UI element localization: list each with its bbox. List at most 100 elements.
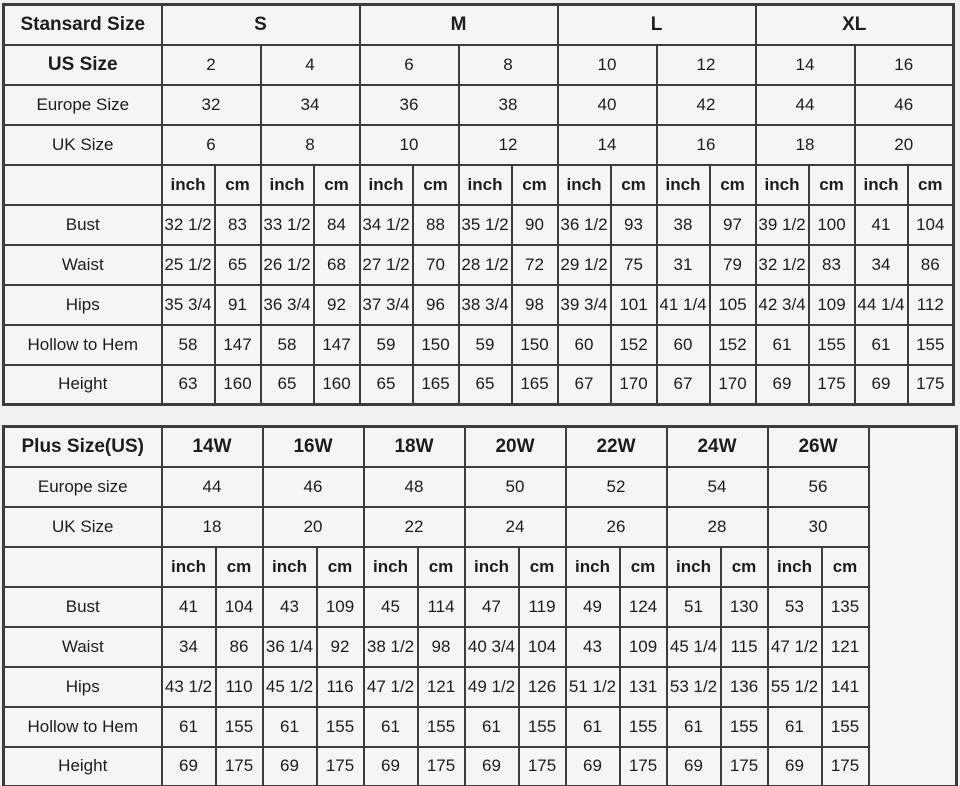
size-group-l: L (556, 3, 757, 46)
standard_table-unit-cm-3: cm (510, 163, 559, 206)
standard_table-row-sizes: Stansard Size S M L XL (2, 3, 955, 46)
standard_table-height-cm-4: 170 (609, 363, 658, 406)
plus_table-waist-cm-3: 104 (517, 625, 567, 668)
standard_table-us-size-value-6: 14 (754, 43, 856, 86)
plus_table-unit-inch-4: inch (564, 545, 621, 588)
plus_table-hips-cm-4: 131 (618, 665, 668, 708)
standard_table-unit-inch-0: inch (160, 163, 216, 206)
standard_table-uk-size-value-0: 6 (160, 123, 262, 166)
plus_table-uk-size-value-1: 20 (261, 505, 365, 548)
standard_table-waist-inch-1: 26 1/2 (259, 243, 315, 286)
standard_table-uk-size-value-4: 14 (556, 123, 658, 166)
standard_table-hips-inch-0: 35 3/4 (160, 283, 216, 326)
plus_table-hollow-to-hem-inch-6: 61 (766, 705, 823, 748)
plus_table-hips-inch-6: 55 1/2 (766, 665, 823, 708)
standard_table-waist-inch-0: 25 1/2 (160, 243, 216, 286)
standard_table-europe-size-value-5: 42 (655, 83, 757, 126)
standard_table-uk-size-value-1: 8 (259, 123, 361, 166)
plus_table-waist-inch-2: 38 1/2 (362, 625, 419, 668)
standard_table-height-inch-6: 69 (754, 363, 810, 406)
plus_table-europe-size-value-0: 44 (160, 465, 264, 508)
plus_table-waist-cm-0: 86 (214, 625, 264, 668)
standard_table-bust-inch-2: 34 1/2 (358, 203, 414, 246)
standard_table-unit-cm-5: cm (708, 163, 757, 206)
plus_table-bust-inch-6: 53 (766, 585, 823, 628)
plus_table-unit-inch-3: inch (463, 545, 520, 588)
plus_table-europe-size-value-5: 54 (665, 465, 769, 508)
plus_table-europe-size-value-1: 46 (261, 465, 365, 508)
plus_table-hips-inch-5: 53 1/2 (665, 665, 722, 708)
standard_table-hips-inch-5: 41 1/4 (655, 283, 711, 326)
plus_table-bust-label: Bust (2, 585, 163, 628)
standard_table-corner-label: Stansard Size (2, 3, 163, 46)
plus_table-height-inch-2: 69 (362, 745, 419, 786)
standard_table-hollow-to-hem-inch-2: 59 (358, 323, 414, 366)
plus_table-bust-inch-5: 51 (665, 585, 722, 628)
plus_table-hollow-to-hem-cm-2: 155 (416, 705, 466, 748)
standard_table-waist-cm-1: 68 (312, 243, 361, 286)
standard_table-bust-cm-6: 100 (807, 203, 856, 246)
plus_table-height-cm-6: 175 (820, 745, 870, 786)
plus_table-hips-cm-0: 110 (214, 665, 264, 708)
plus_table-waist-inch-6: 47 1/2 (766, 625, 823, 668)
plus_table-hollow-to-hem-inch-2: 61 (362, 705, 419, 748)
plus-size-14w: 14W (160, 425, 264, 468)
plus_table-bust-cm-0: 104 (214, 585, 264, 628)
plus_table-unit-cm-3: cm (517, 545, 567, 588)
standard_table-hollow-to-hem-inch-7: 61 (853, 323, 909, 366)
standard_table-row-hips: Hips 35 3/4 91 36 3/4 92 37 3/4 96 38 3/4 98 39 3… (2, 283, 955, 326)
standard_table-height-inch-5: 67 (655, 363, 711, 406)
plus_table-height-inch-4: 69 (564, 745, 621, 786)
plus_table-waist-cm-2: 98 (416, 625, 466, 668)
plus_table-height-inch-0: 69 (160, 745, 217, 786)
plus-size-22w: 22W (564, 425, 668, 468)
standard_table-unit-cm-4: cm (609, 163, 658, 206)
plus_table-uk-size-label: UK Size (2, 505, 163, 548)
standard_table-hips-cm-3: 98 (510, 283, 559, 326)
plus_table-hollow-to-hem-inch-5: 61 (665, 705, 722, 748)
standard_table-bust-inch-3: 35 1/2 (457, 203, 513, 246)
standard_table-europe-size-value-3: 38 (457, 83, 559, 126)
plus_table-waist-cm-5: 115 (719, 625, 769, 668)
standard_table-hollow-to-hem-cm-1: 147 (312, 323, 361, 366)
plus_table-bust-cm-1: 109 (315, 585, 365, 628)
standard_table-waist-inch-3: 28 1/2 (457, 243, 513, 286)
plus_table-bust-inch-3: 47 (463, 585, 520, 628)
standard_table-hollow-to-hem-inch-6: 61 (754, 323, 810, 366)
standard_table-uk-size-value-3: 12 (457, 123, 559, 166)
standard_table-bust-cm-7: 104 (906, 203, 955, 246)
plus_table-hips-cm-1: 116 (315, 665, 365, 708)
plus_table-row-hips: Hips 43 1/2 110 45 1/2 116 47 1/2 121 49 1/2 126… (2, 665, 957, 708)
standard_table-bust-cm-5: 97 (708, 203, 757, 246)
plus_table-row-units: inch cm inch cm inch cm inch cm inch cm inch cm inch… (2, 545, 957, 588)
standard_table-row-europe-size: Europe Size 32 34 36 38 40 42 44 46 (2, 83, 955, 126)
plus_table-bust-cm-4: 124 (618, 585, 668, 628)
standard_table-hips-cm-1: 92 (312, 283, 361, 326)
plus_table-unit-cm-0: cm (214, 545, 264, 588)
standard_table-bust-inch-6: 39 1/2 (754, 203, 810, 246)
standard_table-waist-cm-3: 72 (510, 243, 559, 286)
standard_table-row-units: inch cm inch cm inch cm inch cm inch cm inch cm inch… (2, 163, 955, 206)
standard_table-height-inch-3: 65 (457, 363, 513, 406)
plus_table-row-uk-size: UK Size 18 20 22 24 26 28 30 (2, 505, 957, 548)
standard_table-hips-inch-3: 38 3/4 (457, 283, 513, 326)
standard_table-hollow-to-hem-inch-4: 60 (556, 323, 612, 366)
standard_table-height-cm-2: 165 (411, 363, 460, 406)
standard_table-waist-inch-7: 34 (853, 243, 909, 286)
standard_table-waist-inch-5: 31 (655, 243, 711, 286)
plus_table-hips-cm-2: 121 (416, 665, 466, 708)
standard_table-bust-inch-7: 41 (853, 203, 909, 246)
standard_table-height-inch-7: 69 (853, 363, 909, 406)
standard_table-uk-size-label: UK Size (2, 123, 163, 166)
standard_table-hips-cm-5: 105 (708, 283, 757, 326)
standard_table-waist-inch-6: 32 1/2 (754, 243, 810, 286)
plus_table-height-inch-5: 69 (665, 745, 722, 786)
standard_table-height-cm-6: 175 (807, 363, 856, 406)
standard_table-height-cm-0: 160 (213, 363, 262, 406)
plus_table-unit-cm-1: cm (315, 545, 365, 588)
standard_table-waist-cm-4: 75 (609, 243, 658, 286)
standard_table-bust-cm-4: 93 (609, 203, 658, 246)
plus_table-uk-size-value-0: 18 (160, 505, 264, 548)
standard_table-europe-size-value-6: 44 (754, 83, 856, 126)
plus_table-height-cm-0: 175 (214, 745, 264, 786)
